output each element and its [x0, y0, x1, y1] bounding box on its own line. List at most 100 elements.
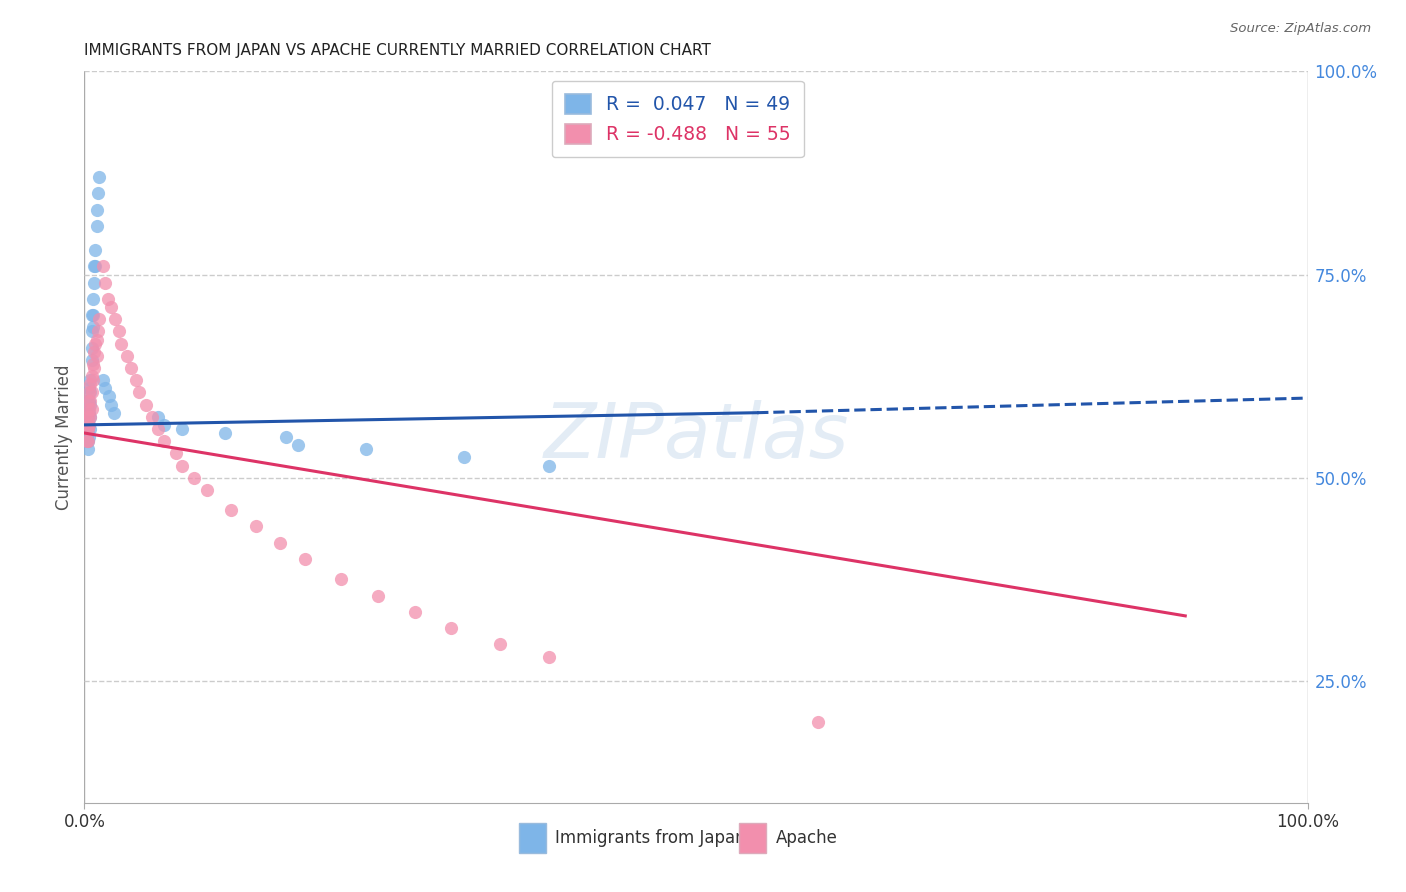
Point	[287, 438, 309, 452]
Point	[77, 417, 100, 432]
Point	[100, 398, 122, 412]
Point	[86, 219, 108, 233]
Point	[91, 373, 114, 387]
Point	[214, 425, 236, 440]
Point	[294, 552, 316, 566]
Point	[77, 393, 100, 408]
Point	[84, 336, 107, 351]
Point	[807, 714, 830, 729]
Point	[79, 398, 101, 412]
Point	[330, 572, 353, 586]
Text: ZIPatlas: ZIPatlas	[543, 401, 849, 474]
Point	[83, 361, 105, 376]
Point	[80, 352, 103, 367]
Point	[80, 401, 103, 416]
Legend: R =  0.047   N = 49, R = -0.488   N = 55: R = 0.047 N = 49, R = -0.488 N = 55	[551, 81, 804, 157]
Point	[87, 169, 110, 184]
Point	[79, 409, 101, 424]
Point	[77, 398, 100, 412]
Point	[172, 422, 194, 436]
Point	[77, 406, 100, 420]
Point	[82, 357, 104, 371]
Point	[404, 605, 426, 619]
Point	[80, 308, 103, 322]
Point	[76, 422, 98, 436]
Point	[141, 409, 163, 424]
Point	[125, 373, 148, 387]
Point	[77, 381, 100, 395]
Point	[183, 471, 205, 485]
Point	[120, 361, 142, 376]
Point	[269, 535, 291, 549]
Point	[76, 409, 98, 424]
Point	[367, 589, 389, 603]
Point	[87, 186, 110, 201]
FancyBboxPatch shape	[738, 823, 766, 853]
Point	[103, 406, 125, 420]
Point	[76, 434, 98, 449]
Text: Apache: Apache	[776, 829, 838, 847]
Point	[86, 333, 108, 347]
Point	[77, 430, 100, 444]
Point	[82, 292, 104, 306]
Point	[83, 344, 105, 359]
Point	[79, 393, 101, 408]
Point	[77, 425, 100, 440]
Point	[77, 434, 100, 449]
Point	[146, 409, 169, 424]
Point	[76, 406, 98, 420]
Point	[80, 341, 103, 355]
Point	[86, 349, 108, 363]
Point	[128, 385, 150, 400]
Point	[77, 409, 100, 424]
Point	[80, 385, 103, 400]
Point	[219, 503, 242, 517]
Point	[94, 381, 117, 395]
Point	[135, 398, 157, 412]
Text: Immigrants from Japan: Immigrants from Japan	[555, 829, 747, 847]
Point	[83, 260, 105, 274]
Point	[77, 417, 100, 432]
Point	[84, 243, 107, 257]
Point	[153, 417, 176, 432]
Point	[153, 434, 176, 449]
Point	[76, 422, 98, 436]
Point	[77, 393, 100, 408]
Point	[86, 202, 108, 217]
Text: Source: ZipAtlas.com: Source: ZipAtlas.com	[1230, 22, 1371, 36]
Point	[97, 292, 120, 306]
Point	[80, 369, 103, 384]
Point	[77, 401, 100, 416]
FancyBboxPatch shape	[519, 823, 546, 853]
Point	[79, 409, 101, 424]
Point	[104, 312, 127, 326]
Point	[115, 349, 138, 363]
Y-axis label: Currently Married: Currently Married	[55, 364, 73, 510]
Point	[77, 434, 100, 449]
Point	[195, 483, 218, 497]
Point	[440, 621, 463, 635]
Point	[91, 260, 114, 274]
Point	[82, 373, 104, 387]
Point	[94, 276, 117, 290]
Point	[538, 649, 561, 664]
Point	[538, 458, 561, 473]
Point	[80, 325, 103, 339]
Point	[77, 422, 100, 436]
Point	[172, 458, 194, 473]
Point	[165, 446, 187, 460]
Text: IMMIGRANTS FROM JAPAN VS APACHE CURRENTLY MARRIED CORRELATION CHART: IMMIGRANTS FROM JAPAN VS APACHE CURRENTL…	[84, 43, 711, 58]
Point	[76, 434, 98, 449]
Point	[276, 430, 298, 444]
Point	[79, 377, 101, 392]
Point	[87, 312, 110, 326]
Point	[107, 325, 129, 339]
Point	[354, 442, 377, 457]
Point	[77, 442, 100, 457]
Point	[84, 260, 107, 274]
Point	[79, 385, 101, 400]
Point	[77, 417, 100, 432]
Point	[77, 385, 100, 400]
Point	[245, 519, 267, 533]
Point	[489, 637, 512, 651]
